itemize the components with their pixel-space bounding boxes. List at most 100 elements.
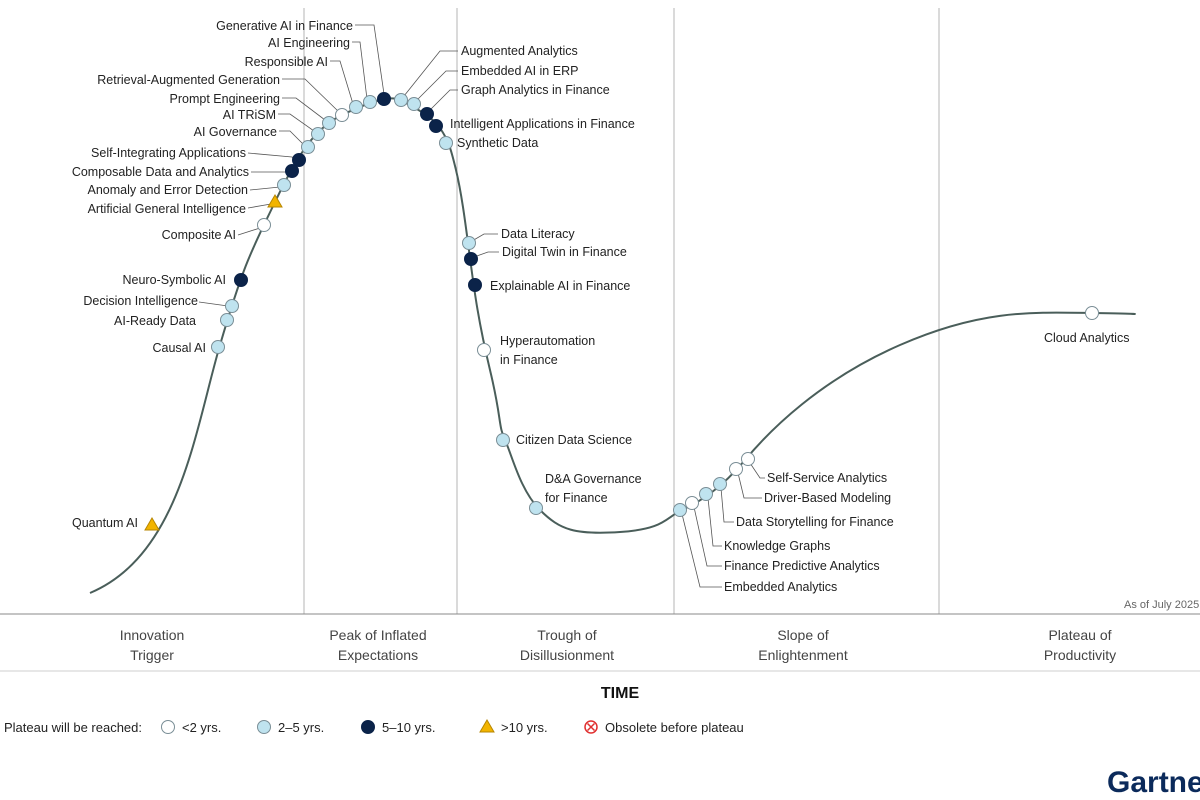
brand-logo: Gartner <box>1107 766 1200 799</box>
ai-trism-marker <box>311 127 325 141</box>
prompt-engineering-label: Prompt Engineering <box>170 92 281 106</box>
legend-obsolete-cross <box>586 722 596 732</box>
generative-ai-in-finance-marker <box>377 92 391 106</box>
artificial-general-intelligence-point <box>267 194 283 208</box>
self-integrating-applications-point <box>292 153 306 167</box>
data-literacy-label: Data Literacy <box>501 227 575 241</box>
legend-title: Plateau will be reached: <box>4 720 142 735</box>
augmented-analytics-label: Augmented Analytics <box>461 44 578 58</box>
self-integrating-applications-marker <box>292 153 306 167</box>
graph-analytics-in-finance-leader <box>429 89 458 111</box>
finance-predictive-analytics-marker <box>685 496 699 510</box>
legend-label-over10: >10 yrs. <box>501 720 548 735</box>
ai-governance-leader <box>279 130 305 146</box>
artificial-general-intelligence-leader <box>247 203 272 209</box>
legend: Plateau will be reached: <2 yrs. 2–5 yrs. 5… <box>4 719 744 735</box>
embedded-analytics-leader <box>681 513 722 588</box>
generative-ai-in-finance-point <box>377 92 391 106</box>
ai-ready-data-label: AI-Ready Data <box>114 314 196 328</box>
artificial-general-intelligence-label: Artificial General Intelligence <box>88 202 246 216</box>
ai-governance-label: AI Governance <box>194 125 277 139</box>
legend-under2-marker <box>161 720 175 734</box>
phase-peak-of-inflated-expectations-line2: Expectations <box>338 647 418 663</box>
driver-based-modeling-label: Driver-Based Modeling <box>764 491 891 505</box>
artificial-general-intelligence-marker <box>267 194 283 208</box>
self-service-analytics-label: Self-Service Analytics <box>767 471 887 485</box>
explainable-ai-in-finance-point <box>468 278 482 292</box>
ai-engineering-label: AI Engineering <box>268 36 350 50</box>
self-integrating-applications-label: Self-Integrating Applications <box>91 146 246 160</box>
legend-item-obsolete: Obsolete before plateau <box>584 720 744 735</box>
anomaly-and-error-detection-marker <box>277 178 291 192</box>
phase-slope-of-enlightenment-line2: Enlightenment <box>758 647 848 663</box>
responsible-ai-leader <box>330 60 354 105</box>
technology-labels: Quantum AI Causal AI AI-Ready Data Decision… <box>72 19 1130 594</box>
embedded-ai-in-erp-marker <box>407 97 421 111</box>
embedded-analytics-label: Embedded Analytics <box>724 580 837 594</box>
intelligent-applications-in-finance-point <box>429 119 443 133</box>
retrieval-augmented-generation-label: Retrieval-Augmented Generation <box>97 73 280 87</box>
finance-predictive-analytics-point <box>685 496 699 510</box>
quantum-ai-marker <box>144 517 160 531</box>
legend-over10-marker <box>479 719 495 733</box>
decision-intelligence-label: Decision Intelligence <box>83 294 198 308</box>
cloud-analytics-point <box>1085 306 1099 320</box>
phase-plateau-of-productivity: Plateau of <box>1048 627 1111 643</box>
citizen-data-science-marker <box>496 433 510 447</box>
augmented-analytics-leader <box>403 50 458 97</box>
retrieval-augmented-generation-leader <box>282 78 340 113</box>
hyperautomation-in-finance-marker <box>477 343 491 357</box>
knowledge-graphs-leader <box>707 497 722 547</box>
anomaly-and-error-detection-point <box>277 178 291 192</box>
legend-label-under2: <2 yrs. <box>182 720 221 735</box>
intelligent-applications-in-finance-label: Intelligent Applications in Finance <box>450 117 635 131</box>
quantum-ai-label: Quantum AI <box>72 516 138 530</box>
decision-intelligence-marker <box>225 299 239 313</box>
responsible-ai-marker <box>349 100 363 114</box>
causal-ai-point <box>211 340 225 354</box>
embedded-analytics-point <box>673 503 687 517</box>
self-integrating-applications-leader <box>247 152 297 160</box>
phase-labels: Innovation Trigger Peak of Inflated Expecta… <box>120 627 1116 663</box>
neuro-symbolic-ai-point <box>234 273 248 287</box>
quantum-ai-point <box>144 517 160 531</box>
finance-predictive-analytics-label: Finance Predictive Analytics <box>724 559 880 573</box>
legend-label-y2to5: 2–5 yrs. <box>278 720 324 735</box>
data-storytelling-for-finance-label: Data Storytelling for Finance <box>736 515 894 529</box>
legend-label-obsolete: Obsolete before plateau <box>605 720 744 735</box>
legend-item-y2to5: 2–5 yrs. <box>257 720 324 735</box>
ai-engineering-marker <box>363 95 377 109</box>
legend-item-over10: >10 yrs. <box>479 719 548 735</box>
causal-ai-label: Causal AI <box>152 341 206 355</box>
as-of-label: As of July 2025 <box>1124 599 1199 611</box>
hyperautomation-in-finance-point <box>477 343 491 357</box>
causal-ai-marker <box>211 340 225 354</box>
ai-trism-leader <box>278 113 315 132</box>
citizen-data-science-point <box>496 433 510 447</box>
augmented-analytics-marker <box>394 93 408 107</box>
knowledge-graphs-marker <box>699 487 713 501</box>
explainable-ai-in-finance-marker <box>468 278 482 292</box>
neuro-symbolic-ai-label: Neuro-Symbolic AI <box>122 273 226 287</box>
citizen-data-science-label: Citizen Data Science <box>516 433 632 447</box>
embedded-ai-in-erp-point <box>407 97 421 111</box>
cloud-analytics-label: Cloud Analytics <box>1044 331 1129 345</box>
graph-analytics-in-finance-label: Graph Analytics in Finance <box>461 83 610 97</box>
phase-innovation-trigger: Innovation <box>120 627 185 643</box>
anomaly-and-error-detection-label: Anomaly and Error Detection <box>88 183 249 197</box>
digital-twin-in-finance-point <box>464 252 478 266</box>
knowledge-graphs-point <box>699 487 713 501</box>
graph-analytics-in-finance-point <box>420 107 434 121</box>
retrieval-augmented-generation-point <box>335 108 349 122</box>
generative-ai-in-finance-leader <box>355 24 385 95</box>
legend-label-y5to10: 5–10 yrs. <box>382 720 435 735</box>
finance-predictive-analytics-leader <box>693 506 722 567</box>
embedded-ai-in-erp-leader <box>416 70 458 101</box>
legend-item-under2: <2 yrs. <box>161 720 221 735</box>
ai-ready-data-marker <box>220 313 234 327</box>
cloud-analytics-marker <box>1085 306 1099 320</box>
danda-governance-for-finance-point <box>529 501 543 515</box>
phase-innovation-trigger-line2: Trigger <box>130 647 174 663</box>
technology-markers <box>144 92 1099 531</box>
